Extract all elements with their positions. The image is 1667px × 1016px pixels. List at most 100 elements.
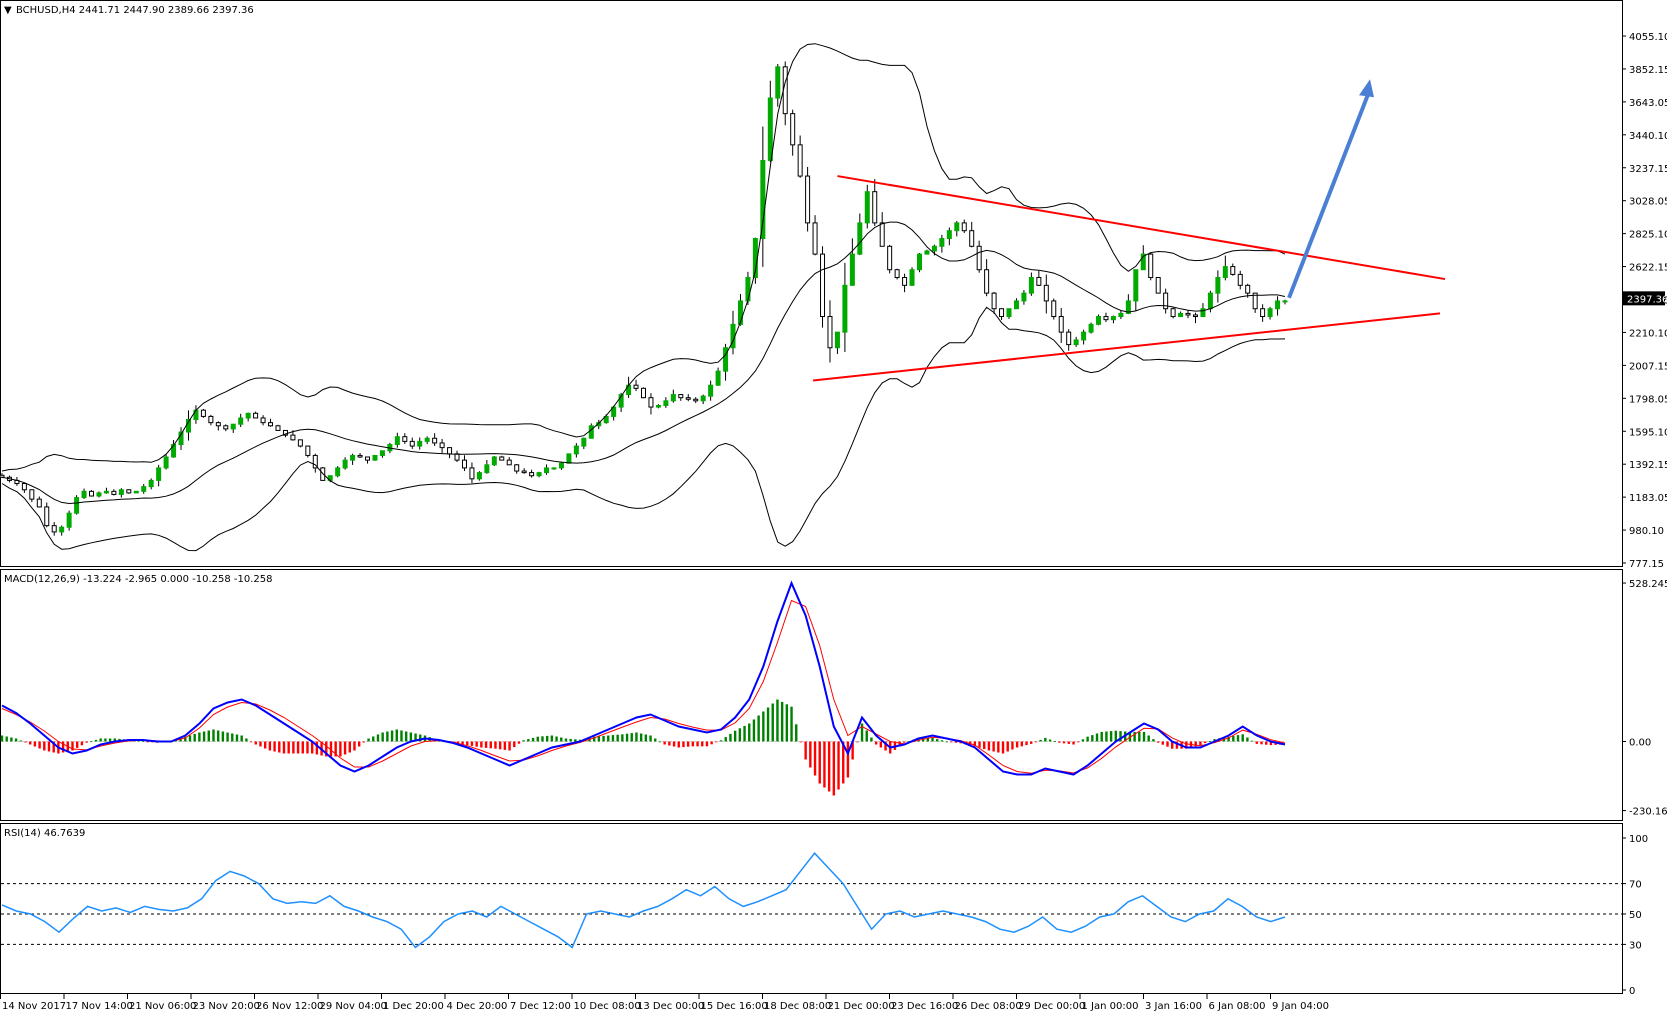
candle-body	[66, 512, 72, 528]
candle-body	[275, 425, 281, 431]
macd-histogram-bar	[992, 741, 995, 752]
macd-histogram-bar	[484, 741, 488, 748]
candle-body	[969, 230, 975, 247]
candle-body	[1051, 300, 1057, 318]
candle-body	[775, 66, 781, 99]
macd-histogram-bar	[193, 733, 196, 742]
macd-histogram-bar	[827, 741, 831, 792]
macd-histogram-bar	[90, 741, 93, 743]
candle-body	[566, 453, 572, 464]
macd-histogram-bar	[592, 736, 596, 742]
macd-histogram-bar	[682, 741, 685, 748]
candle-body	[1125, 300, 1131, 314]
y-tick-label: 3237.15	[1629, 164, 1667, 175]
macd-histogram-bar	[1232, 735, 1235, 742]
macd-histogram-bar	[1119, 731, 1122, 742]
macd-histogram-bar	[221, 731, 225, 742]
macd-histogram-bar	[936, 739, 939, 742]
macd-histogram-bar	[1114, 730, 1118, 742]
macd-histogram-bar	[536, 736, 539, 742]
x-tick-label: 1 Jan 00:00	[1082, 1001, 1139, 1012]
candle-body	[260, 417, 266, 424]
macd-histogram-bar	[353, 741, 356, 751]
trendline-upper	[837, 175, 1446, 281]
candle-body	[417, 440, 423, 447]
candle-body	[208, 415, 214, 424]
y-tick-label: 70	[1629, 880, 1642, 891]
candle-body	[1118, 312, 1124, 318]
x-tick-label: 23 Nov 20:00	[193, 1001, 260, 1012]
candle-body	[476, 472, 482, 480]
macd-histogram-bar	[1077, 741, 1080, 743]
y-tick-label: 4055.10	[1629, 32, 1667, 43]
macd-histogram-bar	[597, 736, 601, 742]
macd-histogram-bar	[954, 741, 958, 743]
macd-histogram-bar	[621, 734, 624, 742]
macd-histogram-bar	[1062, 741, 1066, 744]
candle-body	[1163, 292, 1169, 310]
macd-histogram-bar	[278, 741, 281, 753]
candle-body	[268, 422, 274, 427]
candle-body	[849, 253, 855, 286]
macd-histogram-bar	[461, 741, 464, 745]
candle-body	[133, 490, 139, 494]
y-tick-label: 2210.10	[1629, 328, 1667, 339]
candle-body	[745, 277, 751, 302]
dropdown-arrow-icon[interactable]: ▼	[4, 5, 12, 16]
candle-body	[163, 456, 169, 469]
macd-histogram-bar	[400, 730, 403, 742]
candle-body	[1192, 314, 1198, 318]
macd-histogram-bar	[259, 741, 262, 747]
candle-body	[1222, 266, 1228, 279]
candle-body	[693, 398, 699, 402]
macd-histogram-bar	[696, 741, 699, 747]
macd-histogram-bar	[292, 741, 295, 754]
macd-histogram-bar	[517, 741, 521, 744]
macd-histogram-bar	[249, 741, 253, 743]
macd-histogram-bar	[1194, 741, 1197, 747]
macd-histogram-bar	[282, 741, 286, 754]
macd-histogram-bar	[348, 741, 351, 753]
macd-histogram-bar	[508, 741, 511, 751]
candle-body	[1230, 266, 1236, 275]
x-tick-label: 3 Jan 16:00	[1145, 1001, 1202, 1012]
candle-body	[737, 300, 743, 325]
candle-body	[797, 144, 803, 177]
macd-histogram-bar	[1133, 731, 1136, 742]
candle-body	[670, 394, 676, 402]
macd-histogram-bar	[710, 741, 713, 745]
candle-body	[872, 191, 878, 224]
macd-histogram-bar	[1011, 741, 1014, 750]
trendline-lower	[812, 312, 1441, 382]
macd-histogram-bar	[240, 735, 243, 742]
macd-histogram-bar	[94, 739, 98, 742]
macd-histogram-bar	[545, 735, 549, 742]
candle-body	[827, 316, 833, 349]
macd-histogram-bar	[475, 741, 478, 747]
macd-layer	[0, 580, 1286, 796]
macd-histogram-bar	[522, 740, 525, 742]
candle-body	[305, 445, 311, 456]
y-tick-label: 3852.15	[1629, 65, 1667, 76]
macd-histogram-bar	[419, 734, 422, 742]
macd-histogram-bar	[1171, 741, 1174, 749]
macd-histogram-bar	[108, 738, 112, 742]
candle-body	[573, 445, 579, 455]
y-tick-label: 528.245	[1629, 579, 1667, 590]
macd-signal-line	[1, 599, 1286, 774]
macd-histogram-bar	[273, 741, 276, 752]
candle-body	[1245, 284, 1251, 294]
candle-body	[282, 429, 288, 436]
candle-body	[447, 447, 453, 455]
macd-histogram-bar	[414, 733, 417, 742]
candle-body	[1096, 316, 1102, 325]
candle-body	[581, 437, 587, 447]
candle-body	[1006, 308, 1012, 318]
macd-histogram-bar	[470, 741, 474, 746]
candle-body	[663, 400, 669, 406]
macd-histogram-bar	[489, 741, 492, 749]
macd-histogram-bar	[780, 701, 784, 742]
macd-histogram-bar	[343, 741, 347, 755]
macd-histogram-bar	[494, 741, 497, 749]
macd-histogram-bar	[973, 741, 977, 747]
